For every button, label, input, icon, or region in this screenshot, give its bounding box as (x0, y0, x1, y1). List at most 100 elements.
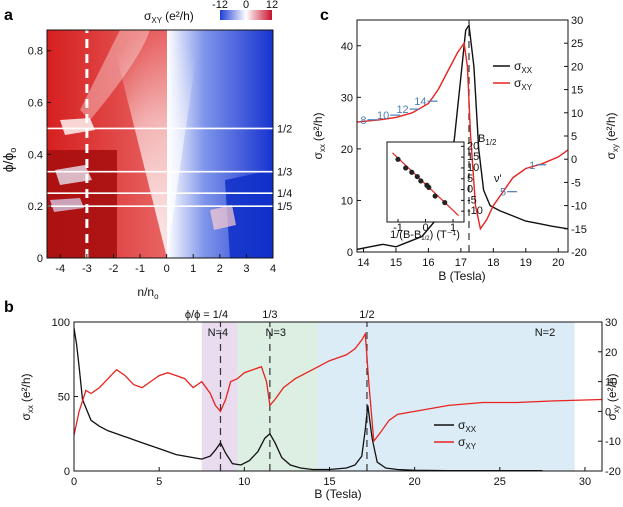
plateau-label-14: 14 (414, 96, 426, 108)
a-xtick-label: 0 (164, 263, 170, 275)
inset-point (432, 193, 438, 199)
inset-ytick-label: 0 (467, 184, 473, 196)
panel-c-letter: c (320, 7, 329, 24)
panel-c-legend: σXX σXY (493, 59, 533, 92)
b-xtick-label: 0 (71, 476, 77, 488)
flux-label-2: 1/2 (359, 309, 374, 321)
panel-c-ylabel-right: σxy(e²/h) (604, 112, 620, 159)
c-ytick-right-label: -20 (571, 247, 587, 259)
c-ytick-right-label: 30 (571, 15, 583, 27)
a-xtick-label: -3 (82, 263, 92, 275)
band-label-N=3: N=3 (266, 327, 287, 339)
legend-b-sxx-label: σXX (458, 418, 477, 434)
inset-xlabel: 1/(B-B1/2) (T⁻¹) (390, 229, 460, 242)
plateau-label-1: 1 (529, 160, 535, 172)
phi-line-label-3: 1/5 (277, 201, 292, 213)
c-series-sxx (357, 23, 568, 251)
b-ytick-right-label: 20 (605, 347, 617, 359)
panel-b-letter: b (4, 299, 14, 316)
a-xtick-label: -4 (55, 263, 65, 275)
c-ytick-left-label: 20 (341, 144, 353, 156)
c-xtick-label: 19 (520, 257, 532, 269)
a-ytick-label: 0.8 (28, 46, 43, 58)
inset-point (403, 165, 409, 171)
c-xtick-label: 14 (357, 257, 369, 269)
c-ytick-right-label: 0 (571, 154, 577, 166)
c-ytick-left-label: 10 (341, 195, 353, 207)
panel-a-xlabel: n/no (137, 285, 159, 301)
b-ytick-right-label: 30 (605, 317, 617, 329)
c-ytick-right-label: 25 (571, 38, 583, 50)
a-xtick-label: 3 (243, 263, 249, 275)
heatmap-deep-blue (225, 170, 273, 258)
panel-a-ylabel: ϕ/ϕo (0, 148, 18, 173)
heatmap-streak (80, 30, 150, 120)
plateau-label-12: 12 (396, 104, 408, 116)
b-xtick-label: 10 (238, 476, 250, 488)
inset-xtick-label: -1 (393, 222, 403, 234)
a-xtick-label: -2 (109, 263, 119, 275)
inset-point (418, 178, 424, 184)
heatmap-white-fan (110, 30, 200, 258)
inset-ytick-label: 10 (467, 162, 479, 174)
b-half-label: B1/2 (478, 133, 497, 147)
b-ytick-left-label: 50 (58, 392, 70, 404)
legend-c-sxy-label: σXY (514, 76, 533, 92)
a-xtick-label: -1 (135, 263, 145, 275)
inset-point (414, 173, 420, 180)
panel-b-legend: σXX σXY (434, 418, 477, 451)
panel-c-xlabel: B (Tesla) (438, 269, 485, 283)
inset-point (426, 184, 432, 191)
panel-a: a σXY (e²/h) -12 0 12 -4 -3 -2 -1 0 1 2 3 400.20.40… (0, 0, 292, 301)
panel-a-frame (46, 29, 274, 259)
phi-line-label-0: 1/2 (277, 123, 292, 135)
inset-ytick-label: 5 (467, 173, 473, 185)
flux-label-0: ϕ/ϕ = 1/4 (185, 309, 228, 321)
c-ytick-right-label: 10 (571, 108, 583, 120)
band-N=2 (317, 322, 575, 471)
legend-b-sxy-label: σXY (458, 435, 477, 451)
inset-point (409, 169, 415, 175)
inset-ylabel: ν' (494, 173, 502, 185)
b-ytick-left-label: 100 (52, 317, 70, 329)
colorbar: σXY (e²/h) -12 0 12 (144, 0, 278, 25)
b-ytick-right-label: -20 (605, 466, 621, 478)
colorbar-tick-label: 0 (243, 0, 249, 11)
a-xtick-label: 4 (270, 263, 276, 275)
a-ytick-label: 0.4 (28, 149, 43, 161)
colorbar-tick-label: -12 (212, 0, 228, 11)
inset-point (442, 199, 448, 206)
legend-c-sxx-label: σXX (514, 59, 533, 75)
b-ytick-right-label: -10 (605, 436, 621, 448)
b-xtick-label: 25 (494, 476, 506, 488)
band-label-N=2: N=2 (535, 327, 556, 339)
inset-ytick-label: 20 (467, 140, 479, 152)
panel-b: b 0 5 10 15 20 25 30 0 50 100 -20 -10 0 10 20 30 N=4 N=3… (4, 299, 621, 501)
panel-b-ylabel-left: σxx(e²/h) (19, 373, 35, 420)
plateau-label-10: 10 (377, 110, 389, 122)
c-ytick-right-label: -5 (571, 177, 581, 189)
b-series-sxx (74, 327, 543, 471)
band-N=4 (201, 322, 238, 471)
inset-point (395, 156, 401, 162)
b-ytick-right-label: 0 (605, 406, 611, 418)
inset-ytick-label: 15 (467, 151, 479, 163)
c-ytick-right-label: 20 (571, 61, 583, 73)
c-xtick-label: 20 (552, 257, 564, 269)
panel-a-letter: a (4, 7, 13, 24)
c-ytick-left-label: 0 (347, 247, 353, 259)
flux-label-1: 1/3 (262, 309, 277, 321)
a-xtick-label: 2 (217, 263, 223, 275)
colorbar-tick-label: 12 (266, 0, 278, 11)
b-series-sxy (74, 331, 602, 443)
inset-xtick-label: 1 (450, 222, 456, 234)
plateau-label-5: 5 (500, 187, 506, 199)
c-ytick-right-label: 5 (571, 131, 577, 143)
heatmap-white-patch-3 (50, 198, 84, 212)
c-ytick-right-label: -10 (571, 201, 587, 213)
c-ytick-left-label: 40 (341, 41, 353, 53)
inset-ytick-label: -10 (467, 205, 483, 217)
heatmap (47, 30, 273, 258)
